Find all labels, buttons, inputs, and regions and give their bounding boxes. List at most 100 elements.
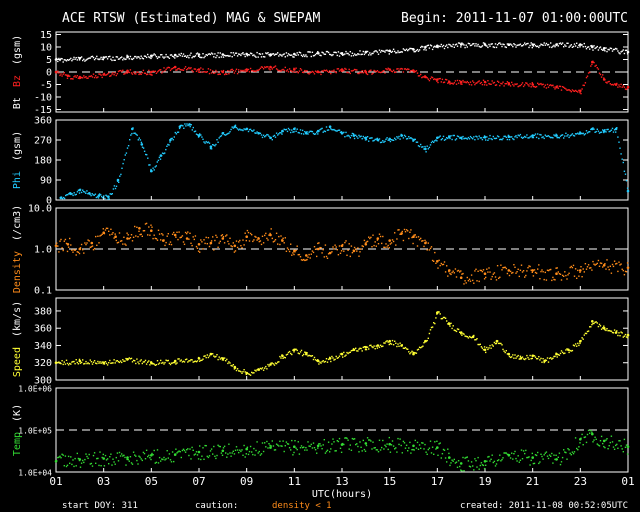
x-axis-label: UTC(hours) — [312, 489, 372, 500]
data-point — [568, 449, 570, 451]
data-point — [513, 85, 515, 87]
data-point — [501, 344, 503, 346]
data-point — [427, 337, 429, 339]
data-point — [165, 68, 167, 71]
data-point — [171, 67, 174, 70]
data-point — [201, 136, 203, 138]
data-point — [457, 328, 460, 331]
data-point — [284, 357, 286, 359]
data-point — [255, 236, 257, 238]
data-point — [282, 357, 284, 359]
data-point-anchor — [555, 352, 558, 356]
data-point — [142, 230, 145, 232]
data-point — [496, 265, 499, 267]
data-point — [502, 348, 504, 351]
data-point — [178, 358, 180, 360]
data-point — [429, 329, 432, 331]
data-point — [88, 363, 90, 365]
data-point — [220, 70, 223, 72]
data-point — [265, 135, 267, 137]
data-point — [414, 439, 416, 442]
data-point — [69, 362, 71, 365]
data-point — [414, 234, 416, 236]
data-point — [582, 132, 584, 134]
data-point — [533, 355, 536, 357]
data-point — [531, 452, 533, 455]
data-point — [495, 463, 498, 465]
data-point — [361, 53, 363, 55]
data-point — [413, 234, 415, 236]
data-point — [316, 360, 318, 362]
data-point — [468, 335, 471, 338]
data-point — [300, 54, 303, 56]
data-point — [356, 350, 358, 352]
data-point — [230, 245, 232, 247]
data-point — [208, 245, 211, 248]
data-point — [190, 124, 192, 126]
data-point — [401, 452, 403, 454]
data-point-anchor — [173, 53, 177, 57]
data-point — [200, 134, 202, 136]
data-point — [357, 247, 359, 249]
data-point — [437, 454, 439, 456]
data-point — [364, 69, 367, 72]
data-point — [239, 71, 241, 73]
data-point — [160, 359, 162, 362]
data-point — [219, 73, 221, 75]
data-point — [396, 345, 398, 348]
data-point — [446, 137, 448, 139]
data-point — [92, 249, 95, 251]
data-point — [141, 146, 144, 148]
data-point — [512, 45, 514, 48]
data-point — [551, 136, 553, 139]
data-point — [157, 56, 160, 58]
data-point — [362, 245, 364, 248]
data-point — [240, 54, 242, 57]
x-tick-label: 21 — [526, 475, 539, 488]
data-point — [426, 249, 428, 251]
data-point — [299, 447, 302, 449]
data-point — [65, 194, 67, 197]
data-point — [102, 453, 104, 456]
data-point — [190, 242, 192, 244]
data-point — [448, 43, 450, 46]
data-point — [184, 358, 187, 361]
data-point — [514, 266, 516, 268]
data-point — [514, 450, 516, 453]
data-point — [442, 263, 445, 266]
data-point — [290, 54, 292, 56]
data-point — [132, 57, 135, 60]
data-point — [162, 361, 164, 364]
data-point — [157, 70, 160, 72]
data-point — [426, 339, 428, 342]
data-point — [141, 71, 143, 74]
data-point — [100, 234, 102, 236]
data-point — [129, 358, 132, 360]
data-point — [152, 454, 154, 456]
data-point — [537, 451, 539, 454]
data-point — [573, 275, 576, 277]
data-point — [87, 57, 89, 60]
data-point — [232, 364, 234, 366]
data-point — [455, 83, 458, 85]
data-point — [479, 464, 481, 467]
data-point — [113, 359, 115, 361]
data-point — [429, 247, 432, 250]
data-point — [481, 45, 484, 47]
data-point — [579, 442, 581, 444]
data-point — [125, 152, 128, 154]
data-point — [565, 132, 567, 134]
data-point — [257, 452, 259, 454]
data-point — [216, 54, 218, 57]
data-point — [456, 328, 459, 330]
data-point — [155, 364, 158, 366]
data-point — [196, 69, 199, 71]
data-point-anchor — [269, 53, 272, 56]
data-point — [256, 369, 258, 371]
data-point — [594, 264, 596, 266]
data-point — [455, 43, 458, 45]
data-point — [173, 67, 175, 69]
data-point — [332, 438, 334, 440]
data-point — [581, 132, 583, 135]
data-point — [502, 43, 504, 45]
